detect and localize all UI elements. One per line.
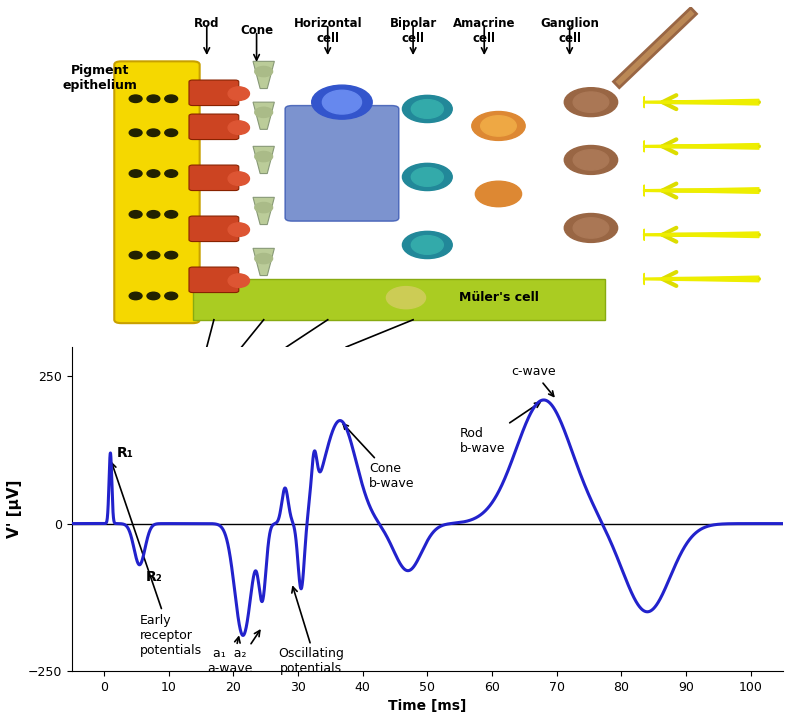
Ellipse shape <box>255 202 273 212</box>
FancyBboxPatch shape <box>115 61 200 323</box>
FancyBboxPatch shape <box>189 80 239 106</box>
Ellipse shape <box>472 112 525 140</box>
Text: c-wave: c-wave <box>511 365 556 396</box>
Ellipse shape <box>228 172 250 186</box>
Ellipse shape <box>228 223 250 236</box>
Text: Oscillating
potentials: Oscillating potentials <box>278 647 344 675</box>
Polygon shape <box>253 197 274 225</box>
Text: Pigment
epithelium: Pigment epithelium <box>62 64 137 92</box>
Ellipse shape <box>322 90 362 114</box>
Ellipse shape <box>165 170 178 177</box>
Ellipse shape <box>412 235 443 254</box>
Ellipse shape <box>255 107 273 117</box>
Ellipse shape <box>147 292 160 300</box>
Text: R₁: R₁ <box>117 446 134 460</box>
Text: Rod
b-wave: Rod b-wave <box>460 402 540 455</box>
Ellipse shape <box>228 87 250 101</box>
Ellipse shape <box>130 251 142 259</box>
Ellipse shape <box>412 168 443 186</box>
Ellipse shape <box>228 274 250 287</box>
Ellipse shape <box>147 129 160 137</box>
Ellipse shape <box>476 181 521 207</box>
Y-axis label: V' [μV]: V' [μV] <box>7 480 22 538</box>
Polygon shape <box>253 61 274 89</box>
Ellipse shape <box>147 170 160 177</box>
FancyBboxPatch shape <box>189 267 239 292</box>
Ellipse shape <box>147 95 160 102</box>
Text: R₂: R₂ <box>146 570 163 584</box>
Ellipse shape <box>574 217 609 238</box>
Polygon shape <box>253 102 274 130</box>
Ellipse shape <box>165 95 178 102</box>
Text: Bipolar
cell: Bipolar cell <box>389 17 437 45</box>
FancyBboxPatch shape <box>189 165 239 191</box>
Ellipse shape <box>147 251 160 259</box>
Ellipse shape <box>564 214 618 243</box>
Ellipse shape <box>402 163 452 191</box>
Ellipse shape <box>402 95 452 122</box>
Text: Ganglion
cell: Ganglion cell <box>540 17 599 45</box>
Ellipse shape <box>574 92 609 112</box>
Ellipse shape <box>147 211 160 218</box>
Ellipse shape <box>255 253 273 264</box>
Text: Cone
b-wave: Cone b-wave <box>343 424 415 490</box>
Ellipse shape <box>165 251 178 259</box>
Ellipse shape <box>312 85 372 119</box>
Ellipse shape <box>386 287 426 309</box>
Ellipse shape <box>255 151 273 162</box>
Ellipse shape <box>130 129 142 137</box>
Ellipse shape <box>130 292 142 300</box>
Ellipse shape <box>480 116 516 136</box>
Text: Early
receptor
potentials: Early receptor potentials <box>111 463 201 657</box>
Ellipse shape <box>564 88 618 117</box>
Text: Müler's cell: Müler's cell <box>458 291 539 304</box>
Ellipse shape <box>130 95 142 102</box>
Text: a₁  a₂
a-wave: a₁ a₂ a-wave <box>207 647 253 675</box>
Polygon shape <box>253 248 274 276</box>
FancyBboxPatch shape <box>189 114 239 140</box>
Polygon shape <box>253 146 274 174</box>
Ellipse shape <box>402 231 452 258</box>
X-axis label: Time [ms]: Time [ms] <box>388 699 467 713</box>
Ellipse shape <box>165 292 178 300</box>
Ellipse shape <box>165 129 178 137</box>
FancyBboxPatch shape <box>285 106 399 221</box>
Text: Rod: Rod <box>194 17 220 30</box>
Ellipse shape <box>574 150 609 170</box>
Ellipse shape <box>412 99 443 118</box>
Ellipse shape <box>564 145 618 174</box>
FancyBboxPatch shape <box>189 216 239 241</box>
Ellipse shape <box>255 66 273 76</box>
Text: Amacrine
cell: Amacrine cell <box>453 17 516 45</box>
Polygon shape <box>193 279 605 320</box>
Text: Cone: Cone <box>240 24 273 37</box>
Ellipse shape <box>165 211 178 218</box>
Ellipse shape <box>228 121 250 135</box>
Ellipse shape <box>130 211 142 218</box>
Text: Horizontal
cell: Horizontal cell <box>293 17 362 45</box>
Ellipse shape <box>130 170 142 177</box>
